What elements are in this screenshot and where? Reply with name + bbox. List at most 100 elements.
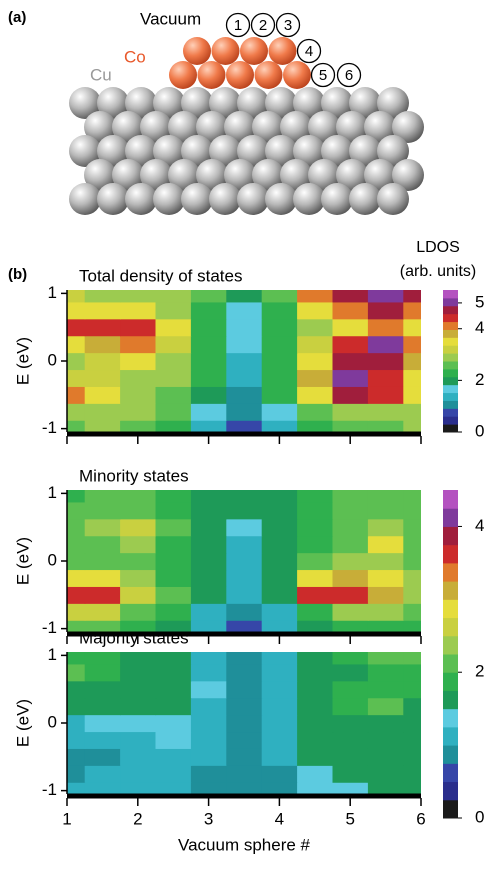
heatmap-cell	[297, 285, 333, 303]
heatmap-cell	[403, 369, 439, 387]
x-tick-label: 6	[416, 809, 425, 828]
heatmap-cell	[85, 403, 121, 421]
x-tick-label: 1	[62, 809, 71, 828]
colorbar-tick-label: 4	[475, 318, 484, 337]
y-tick-label: -1	[42, 418, 57, 437]
heatmap-cell	[368, 369, 404, 387]
heatmap-cell	[85, 603, 121, 621]
cu-atom	[293, 183, 325, 215]
heatmap-cell	[297, 302, 333, 320]
y-tick-label: 1	[48, 283, 57, 302]
heatmap-cell	[262, 353, 298, 371]
heatmap-cell	[85, 485, 121, 503]
heatmap-cell	[262, 765, 298, 783]
heatmap-cell	[156, 285, 192, 303]
heatmap-cell	[262, 681, 298, 699]
site-number: 4	[305, 43, 313, 60]
colorbar-swatch	[443, 672, 458, 691]
heatmap-cell	[368, 748, 404, 766]
atom-diagram	[69, 14, 424, 216]
heatmap-cell	[156, 485, 192, 503]
heatmap-cell	[403, 319, 439, 337]
heatmap-cell	[226, 748, 262, 766]
heatmap-cell	[226, 715, 262, 733]
heatmap-cell	[368, 603, 404, 621]
heatmap-cell	[297, 369, 333, 387]
heatmap-cell	[120, 748, 156, 766]
heatmap-cell	[156, 302, 192, 320]
heatmap-cell	[226, 681, 262, 699]
heatmap-cell	[403, 647, 439, 665]
heatmap-cell	[368, 647, 404, 665]
chart-title: Total density of states	[79, 266, 242, 285]
heatmap-cell	[403, 765, 439, 783]
heatmap-cell	[226, 731, 262, 749]
heatmap-cell	[403, 731, 439, 749]
heatmap-cell	[297, 502, 333, 520]
heatmap-cell	[262, 302, 298, 320]
heatmap-cell	[368, 586, 404, 604]
heatmap-cell	[156, 715, 192, 733]
heatmap-cell	[85, 715, 121, 733]
heatmap-cell	[85, 647, 121, 665]
colorbar-swatch	[443, 393, 458, 401]
site-number: 6	[345, 67, 353, 84]
heatmap-cell	[226, 369, 262, 387]
heatmap-cell	[191, 647, 227, 665]
heatmap-cell	[156, 647, 192, 665]
heatmap-cell	[333, 519, 369, 537]
heatmap-cell	[191, 353, 227, 371]
colorbar-swatch	[443, 745, 458, 764]
heatmap-cell	[368, 681, 404, 699]
heatmap-cell	[333, 336, 369, 354]
heatmap-cell	[368, 336, 404, 354]
heatmap-cell	[297, 319, 333, 337]
colorbar-swatch	[443, 408, 458, 416]
heatmap-cell	[191, 502, 227, 520]
heatmap-cell	[403, 302, 439, 320]
heatmap-cell	[85, 285, 121, 303]
heatmap-cell	[191, 698, 227, 716]
heatmap-cell	[85, 319, 121, 337]
heatmap-cell	[333, 353, 369, 371]
heatmap-cell	[156, 536, 192, 554]
cu-atom	[321, 183, 353, 215]
heatmap-cell	[156, 569, 192, 587]
heatmap-cell	[120, 319, 156, 337]
heatmap-cell	[368, 502, 404, 520]
heatmap-cell	[191, 731, 227, 749]
panel-label: (b)	[8, 266, 27, 283]
panel-label: (a)	[8, 9, 26, 26]
heatmap-cell	[262, 519, 298, 537]
heatmap-cell	[403, 386, 439, 404]
heatmap-cell	[333, 553, 369, 571]
figure: (a) Vacuum Co Cu (b) LDOS (arb. units) 1…	[0, 0, 491, 880]
y-tick-label: 1	[48, 483, 57, 502]
heatmap-cell	[262, 664, 298, 682]
heatmap-cell	[262, 403, 298, 421]
heatmap-cell	[120, 386, 156, 404]
heatmap-cell	[297, 485, 333, 503]
heatmap-cell	[226, 553, 262, 571]
co-atom	[240, 37, 268, 65]
heatmap-cell	[403, 553, 439, 571]
heatmap-cell	[403, 748, 439, 766]
heatmap-cell	[297, 731, 333, 749]
colorbar-swatch	[443, 526, 458, 545]
x-axis-label: Vacuum sphere #	[178, 835, 311, 854]
colorbar-swatch	[443, 306, 458, 314]
heatmap-cell	[226, 336, 262, 354]
heatmap-cell	[120, 519, 156, 537]
heatmap-cell	[156, 336, 192, 354]
heatmap-cell	[403, 681, 439, 699]
colorbar-swatch	[443, 329, 458, 337]
colorbar-swatch	[443, 563, 458, 582]
vacuum-label: Vacuum	[140, 9, 201, 28]
heatmap-cell	[368, 698, 404, 716]
heatmap-cell	[262, 485, 298, 503]
heatmap-cell	[156, 353, 192, 371]
colorbar-tick-label: 5	[475, 292, 484, 311]
heatmap-cell	[333, 681, 369, 699]
heatmap-cell	[191, 553, 227, 571]
colorbar-tick-label: 0	[475, 807, 484, 826]
